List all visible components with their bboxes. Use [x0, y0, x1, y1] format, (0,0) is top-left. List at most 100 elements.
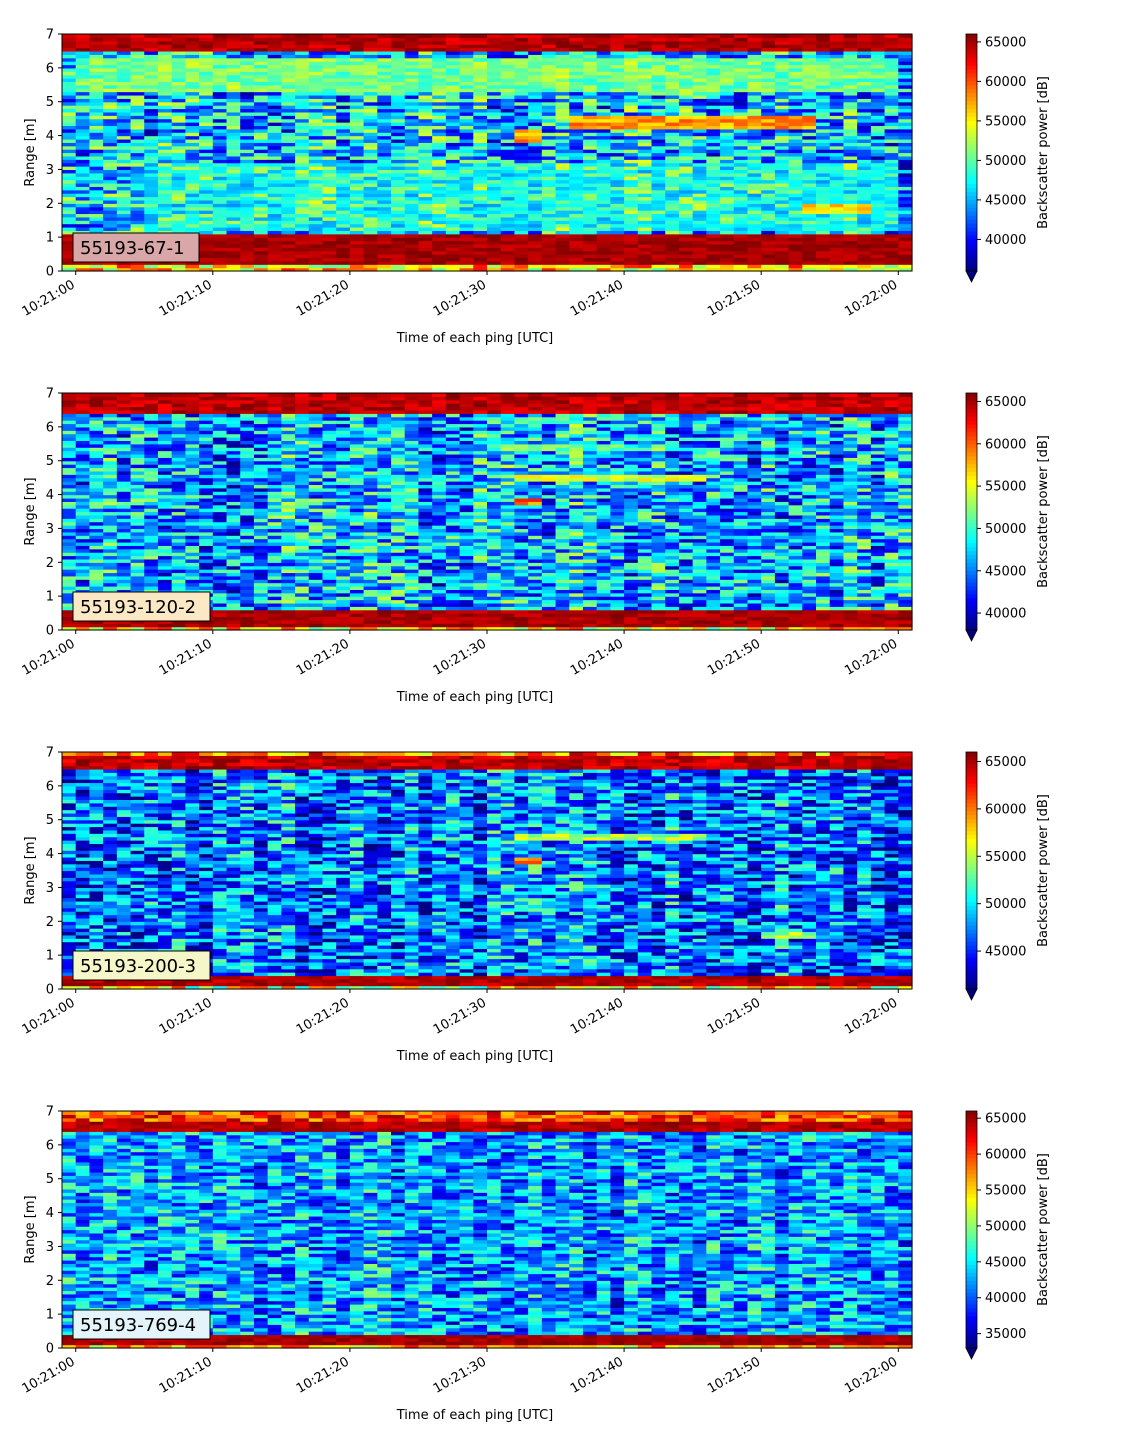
- heatmap-cell: [637, 122, 653, 127]
- heatmap-cell: [802, 250, 817, 255]
- heatmap-cell: [75, 132, 91, 137]
- heatmap-cell: [747, 34, 762, 38]
- heatmap-cell: [541, 237, 557, 242]
- heatmap-cell: [267, 223, 282, 228]
- heatmap-cell: [336, 64, 351, 69]
- heatmap-cell: [774, 166, 790, 171]
- colorbar-segment: [966, 73, 977, 79]
- heatmap-cell: [199, 169, 214, 174]
- heatmap-cell: [171, 61, 186, 66]
- heatmap-cell: [240, 64, 255, 69]
- heatmap-cell: [624, 47, 639, 52]
- heatmap-cell: [157, 152, 173, 157]
- heatmap-cell: [720, 149, 735, 154]
- heatmap-cell: [829, 142, 845, 147]
- heatmap-cell: [541, 61, 557, 66]
- heatmap-cell: [445, 98, 461, 103]
- heatmap-cell: [720, 101, 735, 106]
- heatmap-cell: [240, 91, 255, 96]
- heatmap-cell: [651, 196, 666, 201]
- heatmap-cell: [418, 54, 433, 59]
- heatmap-cell: [500, 193, 516, 198]
- heatmap-cell: [582, 193, 598, 198]
- heatmap-cell: [582, 203, 598, 208]
- heatmap-cell: [788, 118, 803, 123]
- heatmap-cell: [418, 84, 433, 89]
- heatmap-cell: [569, 101, 584, 106]
- heatmap-cell: [418, 210, 433, 215]
- heatmap-cell: [788, 250, 803, 255]
- heatmap-cell: [75, 416, 91, 421]
- heatmap-cell: [75, 413, 91, 418]
- heatmap-cell: [651, 64, 666, 69]
- heatmap-cell: [692, 233, 707, 238]
- heatmap-cell: [596, 34, 611, 38]
- heatmap-cell: [582, 182, 598, 187]
- heatmap-cell: [665, 71, 680, 76]
- heatmap-cell: [761, 94, 776, 99]
- heatmap-cell: [541, 226, 557, 231]
- heatmap-cell: [185, 118, 200, 123]
- heatmap-cell: [253, 135, 269, 140]
- heatmap-cell: [62, 267, 77, 272]
- heatmap-cell: [802, 37, 817, 42]
- heatmap-cell: [199, 142, 214, 147]
- heatmap-cell: [445, 260, 461, 265]
- heatmap-cell: [418, 57, 433, 62]
- heatmap-cell: [89, 423, 104, 428]
- heatmap-cell: [678, 226, 694, 231]
- heatmap-cell: [637, 155, 653, 160]
- heatmap-cell: [884, 186, 899, 191]
- heatmap-cell: [404, 210, 420, 215]
- heatmap-cell: [103, 538, 118, 543]
- heatmap-cell: [541, 159, 557, 164]
- heatmap-cell: [89, 47, 104, 52]
- heatmap-cell: [692, 71, 707, 76]
- heatmap-cell: [500, 138, 516, 143]
- heatmap-cell: [377, 206, 392, 211]
- heatmap-cell: [281, 81, 296, 86]
- heatmap-cell: [528, 64, 543, 69]
- heatmap-cell: [774, 206, 790, 211]
- heatmap-cell: [816, 61, 831, 66]
- heatmap-cell: [308, 159, 324, 164]
- heatmap-cell: [62, 172, 77, 177]
- heatmap-cell: [870, 149, 886, 154]
- heatmap-cell: [487, 155, 502, 160]
- heatmap-cell: [665, 142, 680, 147]
- heatmap-cell: [747, 149, 762, 154]
- heatmap-cell: [761, 138, 776, 143]
- heatmap-cell: [144, 226, 159, 231]
- heatmap-cell: [747, 118, 762, 123]
- heatmap-cell: [445, 179, 461, 184]
- heatmap-cell: [665, 44, 680, 49]
- heatmap-cell: [322, 243, 337, 248]
- heatmap-cell: [157, 484, 173, 489]
- heatmap-cell: [843, 152, 858, 157]
- heatmap-cell: [308, 237, 324, 242]
- heatmap-cell: [62, 602, 77, 607]
- heatmap-cell: [62, 149, 77, 154]
- heatmap-cell: [349, 54, 365, 59]
- heatmap-cell: [514, 40, 529, 45]
- heatmap-cell: [678, 88, 694, 93]
- heatmap-cell: [130, 159, 145, 164]
- heatmap-cell: [116, 135, 132, 140]
- heatmap-cell: [624, 81, 639, 86]
- heatmap-cell: [610, 135, 625, 140]
- heatmap-cell: [541, 220, 557, 225]
- heatmap-cell: [75, 399, 91, 404]
- heatmap-cell: [788, 37, 803, 42]
- heatmap-cell: [281, 247, 296, 252]
- heatmap-cell: [144, 155, 159, 160]
- heatmap-cell: [569, 84, 584, 89]
- heatmap-cell: [322, 152, 337, 157]
- heatmap-cell: [706, 250, 721, 255]
- heatmap-cell: [240, 67, 255, 72]
- heatmap-cell: [500, 145, 516, 150]
- heatmap-cell: [692, 260, 707, 265]
- heatmap-cell: [62, 230, 77, 235]
- heatmap-cell: [240, 71, 255, 76]
- heatmap-cell: [541, 162, 557, 167]
- heatmap-cell: [116, 182, 132, 187]
